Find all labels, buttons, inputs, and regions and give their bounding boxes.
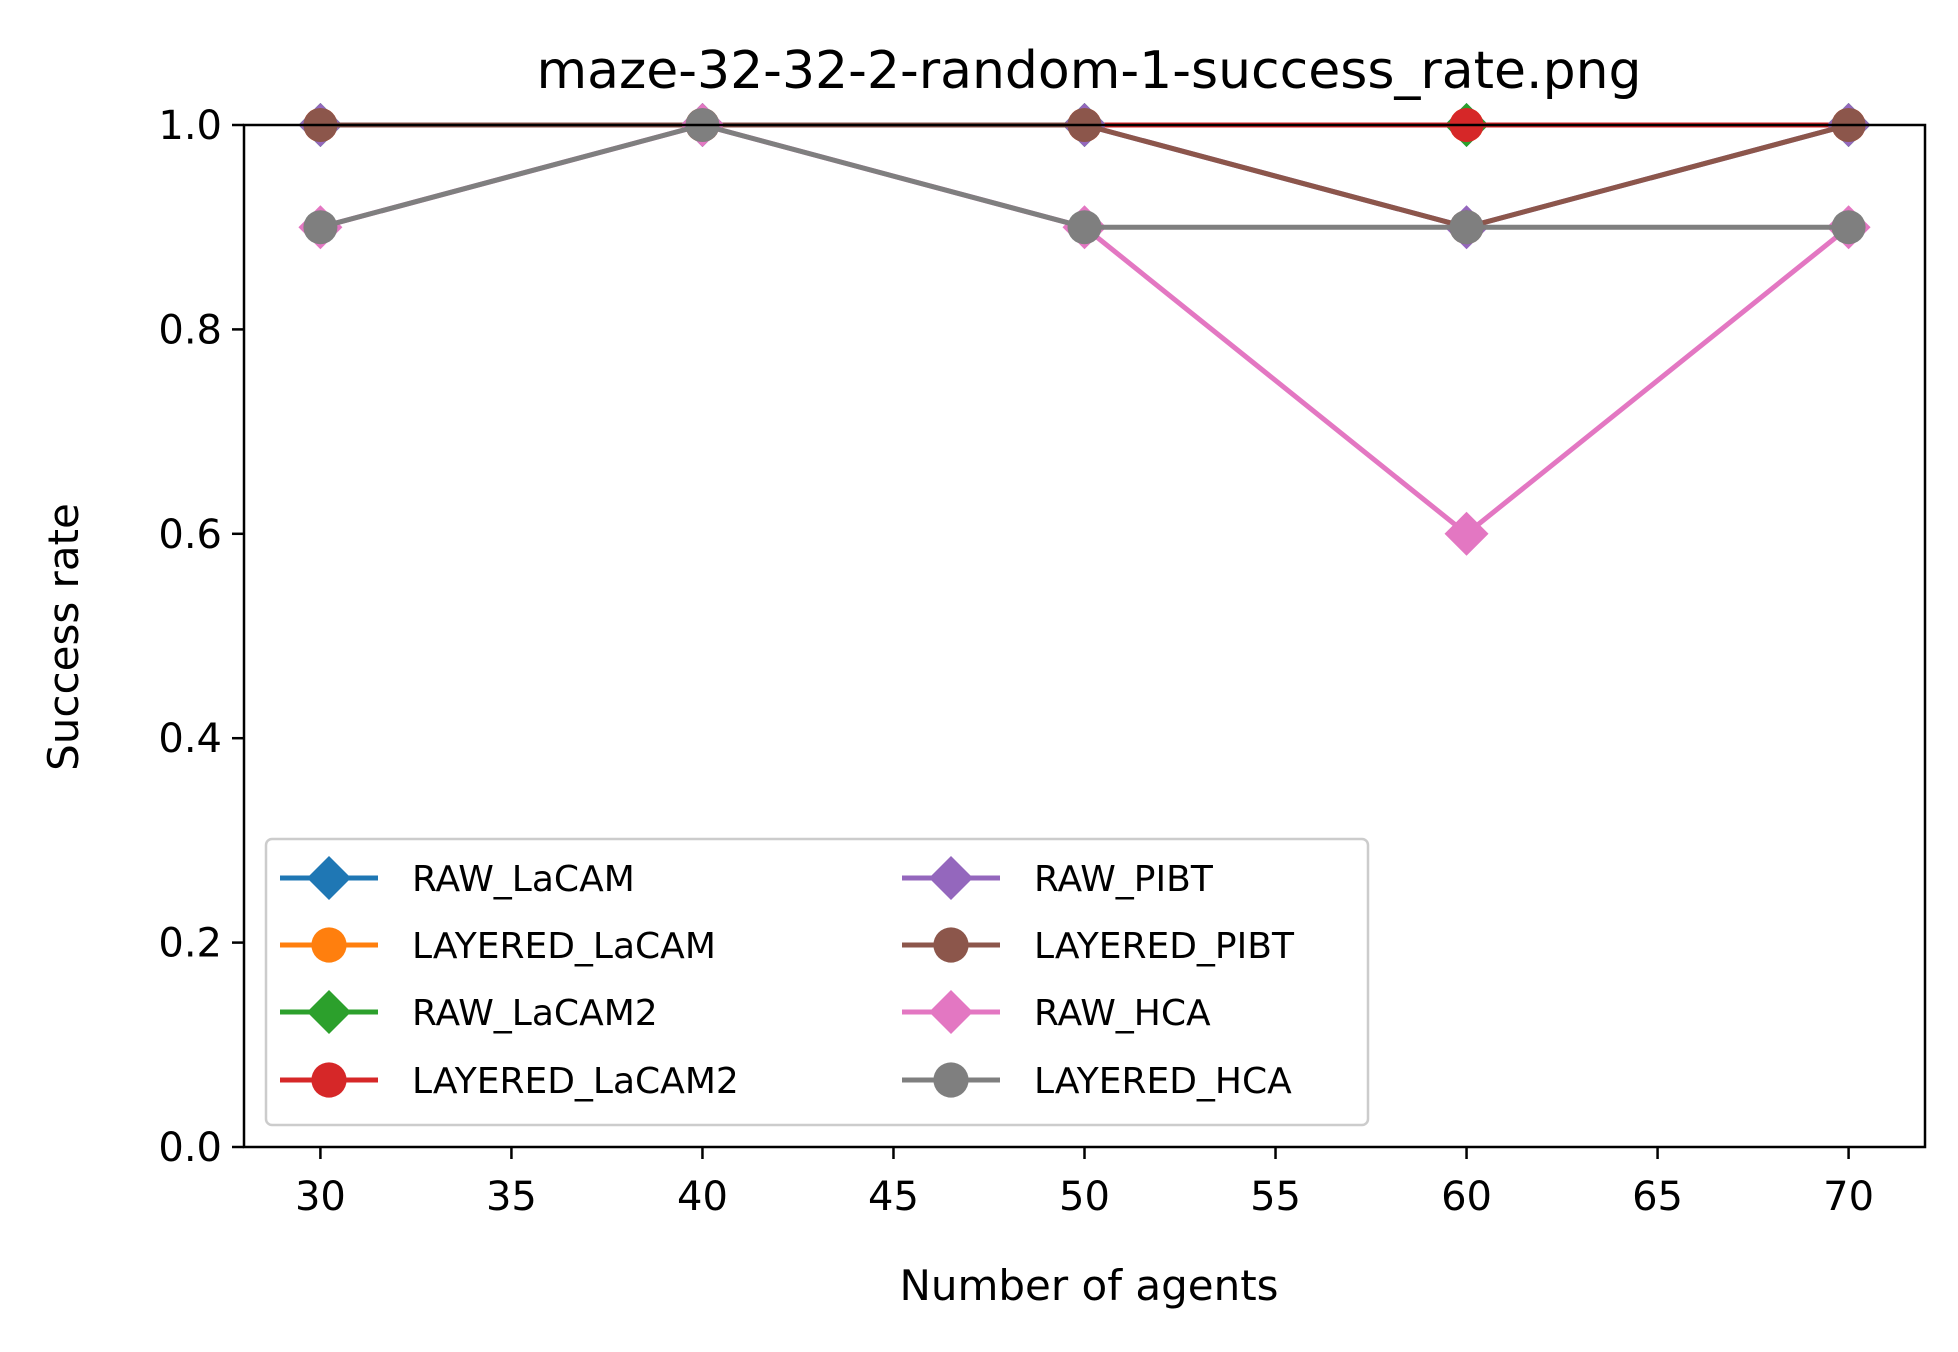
x-tick-label: 55 (1250, 1174, 1301, 1220)
legend-label: RAW_LaCAM (412, 859, 635, 900)
legend-item: RAW_HCA (902, 990, 1211, 1034)
x-axis-label: Number of agents (899, 1261, 1278, 1310)
data-point (303, 210, 338, 245)
legend-marker (307, 990, 351, 1034)
data-point (1831, 210, 1866, 245)
legend-label: LAYERED_LaCAM (412, 926, 716, 967)
y-axis-label: Success rate (39, 503, 88, 771)
legend-marker (929, 990, 973, 1034)
x-tick-label: 45 (868, 1174, 919, 1220)
x-tick-label: 60 (1441, 1174, 1492, 1220)
y-axis: 0.0 0.2 0.4 0.6 0.8 1.0 (158, 103, 244, 1171)
legend-marker (929, 856, 973, 900)
legend-item: RAW_LaCAM2 (280, 990, 658, 1034)
data-point (1449, 210, 1484, 245)
x-tick-label: 70 (1823, 1174, 1874, 1220)
y-tick-label: 0.2 (158, 921, 222, 967)
data-point (1067, 210, 1102, 245)
legend-marker (933, 927, 969, 963)
legend-marker (933, 1062, 969, 1098)
series-layered-hca (303, 108, 1866, 245)
legend-label: LAYERED_PIBT (1034, 926, 1295, 967)
x-axis: 30 35 40 45 50 55 60 65 70 (295, 1147, 1874, 1220)
legend-box (264, 837, 1370, 1127)
data-point (1444, 511, 1489, 556)
y-tick-label: 1.0 (158, 103, 222, 149)
legend-marker (311, 1062, 347, 1098)
legend-label: RAW_HCA (1034, 993, 1211, 1034)
x-tick-label: 40 (677, 1174, 728, 1220)
legend: RAW_LaCAM LAYERED_LaCAM RAW_LaCAM2 LAYERED_… (264, 837, 1370, 1127)
y-tick-label: 0.0 (158, 1125, 222, 1171)
legend-marker (307, 856, 351, 900)
legend-item: RAW_LaCAM (280, 856, 635, 900)
y-tick-label: 0.6 (158, 512, 222, 558)
legend-label: LAYERED_HCA (1034, 1061, 1292, 1102)
legend-label: RAW_LaCAM2 (412, 993, 658, 1034)
legend-label: LAYERED_LaCAM2 (412, 1061, 739, 1102)
legend-item: RAW_PIBT (902, 856, 1214, 900)
legend-item: LAYERED_PIBT (902, 926, 1295, 967)
legend-item: LAYERED_HCA (902, 1061, 1292, 1102)
x-tick-label: 35 (486, 1174, 537, 1220)
x-tick-label: 50 (1059, 1174, 1110, 1220)
x-tick-label: 65 (1632, 1174, 1683, 1220)
chart-title: maze-32-32-2-random-1-success_rate.png (536, 41, 1641, 101)
y-tick-label: 0.4 (158, 716, 222, 762)
legend-marker (311, 927, 347, 963)
legend-item: LAYERED_LaCAM2 (280, 1061, 739, 1102)
legend-item: LAYERED_LaCAM (280, 926, 716, 967)
plot-frame (242, 123, 1927, 1149)
y-tick-label: 0.8 (158, 307, 222, 353)
x-tick-label: 30 (295, 1174, 346, 1220)
legend-label: RAW_PIBT (1034, 859, 1214, 900)
